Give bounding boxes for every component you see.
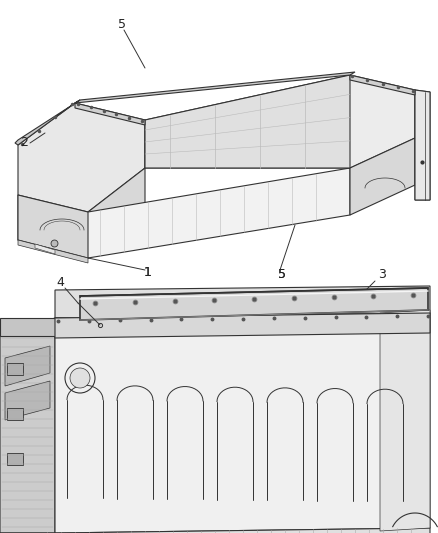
Text: 4: 4 <box>56 276 64 288</box>
Polygon shape <box>88 168 350 258</box>
Text: 5: 5 <box>278 268 286 280</box>
Polygon shape <box>18 195 88 258</box>
Polygon shape <box>55 286 430 318</box>
Polygon shape <box>350 75 415 95</box>
Polygon shape <box>380 310 430 531</box>
Polygon shape <box>0 528 430 533</box>
Polygon shape <box>55 313 430 533</box>
Polygon shape <box>415 90 430 200</box>
Polygon shape <box>5 381 50 420</box>
Text: 1: 1 <box>144 266 152 279</box>
Polygon shape <box>7 408 23 420</box>
Polygon shape <box>415 90 430 200</box>
Polygon shape <box>0 318 55 533</box>
Text: 5: 5 <box>278 268 286 280</box>
Circle shape <box>70 368 90 388</box>
Text: 2: 2 <box>20 136 28 149</box>
Polygon shape <box>0 318 55 336</box>
Text: 5: 5 <box>118 18 126 30</box>
Polygon shape <box>7 453 23 465</box>
Polygon shape <box>42 225 66 240</box>
Polygon shape <box>75 72 355 103</box>
Polygon shape <box>417 105 428 155</box>
Polygon shape <box>35 244 55 254</box>
Polygon shape <box>145 75 350 168</box>
Polygon shape <box>15 100 80 145</box>
Polygon shape <box>145 75 415 168</box>
Polygon shape <box>80 288 428 320</box>
Polygon shape <box>75 103 145 125</box>
Polygon shape <box>26 202 82 250</box>
Polygon shape <box>350 138 415 215</box>
Polygon shape <box>55 313 430 338</box>
Polygon shape <box>18 240 88 263</box>
Polygon shape <box>18 168 145 258</box>
Polygon shape <box>5 346 50 386</box>
Text: 1: 1 <box>144 266 152 279</box>
Polygon shape <box>7 363 23 375</box>
Polygon shape <box>18 103 145 212</box>
Text: 3: 3 <box>378 269 386 281</box>
